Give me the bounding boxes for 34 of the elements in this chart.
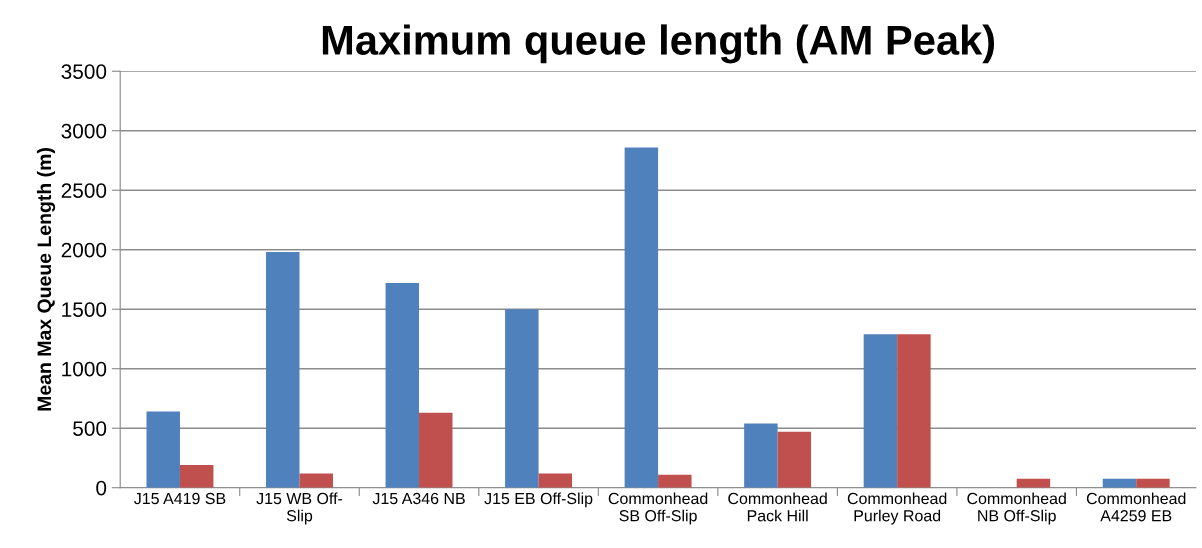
x-tick-label: Commonhead SB Off-Slip xyxy=(608,492,708,525)
bar xyxy=(146,411,180,488)
bar xyxy=(624,147,659,488)
bar xyxy=(179,465,214,488)
x-tick-label: J15 EB Off-Slip xyxy=(484,492,593,508)
bar xyxy=(744,423,778,488)
x-tick-label: J15 WB Off- Slip xyxy=(256,492,343,525)
y-tick-label: 2500 xyxy=(61,183,107,198)
y-axis-title: Mean Max Queue Length (m) xyxy=(36,148,56,411)
bar xyxy=(385,283,420,488)
bar xyxy=(266,252,300,488)
x-tick-label: J15 A346 NB xyxy=(372,492,465,505)
y-tick-label: 3000 xyxy=(61,123,107,139)
y-tick-label: 0 xyxy=(96,480,107,496)
bar xyxy=(419,412,453,488)
bar xyxy=(863,334,898,488)
bar xyxy=(1136,478,1170,488)
x-tick-label: Commonhead A4259 EB xyxy=(1086,492,1186,522)
x-tick-label: J15 A419 SB xyxy=(134,492,226,505)
x-tick-label: Commonhead NB Off-Slip xyxy=(967,492,1066,525)
bar xyxy=(299,473,333,488)
bar xyxy=(777,431,812,488)
y-tick-label: 500 xyxy=(73,421,107,436)
x-tick-label: Commonhead Pack Hill xyxy=(728,492,827,522)
chart-title: Maximum queue length (AM Peak) xyxy=(322,24,995,64)
bar xyxy=(897,334,931,488)
y-tick-label: 1500 xyxy=(62,302,107,317)
bar xyxy=(538,473,573,488)
y-tick-label: 2000 xyxy=(61,242,107,258)
y-tick-label: 1000 xyxy=(62,361,107,377)
bar xyxy=(505,309,539,488)
x-tick-label: Commonhead Purley Road xyxy=(847,492,947,525)
bar xyxy=(658,474,692,488)
y-tick-label: 3500 xyxy=(61,64,107,79)
